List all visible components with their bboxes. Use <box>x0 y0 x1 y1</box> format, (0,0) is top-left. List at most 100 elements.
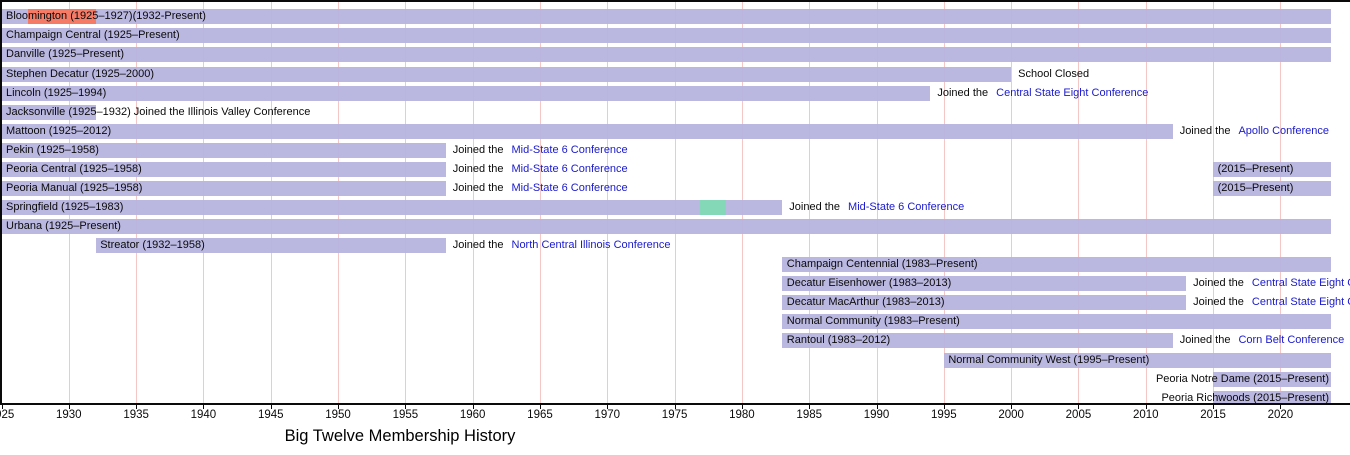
bar-label: Pekin (1925–1958) <box>6 143 99 156</box>
after-note: Joined the Central State Eight Conference <box>1193 276 1350 291</box>
axis-tick-label: 1965 <box>527 409 553 421</box>
bar-label: Springfield (1925–1983) <box>6 201 124 213</box>
timeline-row-mattoon: Mattoon (1925–2012) Joined the Apollo Conf… <box>0 123 1350 139</box>
axis-tick <box>876 404 878 409</box>
after-note-text: Joined the <box>1193 277 1244 290</box>
axis-tick <box>338 404 340 409</box>
conference-link[interactable]: Mid-State 6 Conference <box>511 162 628 175</box>
axis-tick <box>472 404 474 409</box>
conference-link[interactable]: Central State Eight Conference <box>1251 277 1350 290</box>
grid-line <box>1145 2 1147 403</box>
conference-link[interactable]: Apollo Conference <box>1238 124 1329 137</box>
bar-label: Bloomington (1925–1927)(1932-Present) <box>6 10 206 23</box>
bar-label: Rantoul (1983–2012) <box>786 334 891 347</box>
timeline-bar-segment <box>782 276 1187 292</box>
bar-label: (2015–Present) <box>1217 162 1294 175</box>
after-note: Joined the Mid-State 6 Conference <box>453 181 628 196</box>
timeline-row-springfield: Springfield (1925–1983) Joined the Mid-Sta… <box>0 200 1350 215</box>
axis-tick <box>1 404 3 409</box>
after-note: Joined the Central State Eight Conference <box>1193 295 1350 310</box>
bar-label: Normal Community (1983–Present) <box>786 315 960 328</box>
timeline-row-champaign-central: Champaign Central (1925–Present) <box>0 28 1350 44</box>
timeline-row-jacksonville: Jacksonville (1925–1932) Joined the Illi… <box>0 104 1350 120</box>
axis-tick-label: 1990 <box>863 409 890 421</box>
timeline-bar-segment <box>1 123 1173 139</box>
axis-tick <box>741 404 743 409</box>
after-note-text: Joined the <box>1179 334 1231 347</box>
after-note-text: School Closed <box>1018 67 1090 80</box>
after-note: Joined the Mid-State 6 Conference <box>789 200 964 215</box>
timeline-row-lincoln: Lincoln (1925–1994) Joined the Central Sta… <box>0 85 1350 101</box>
conference-link[interactable]: Central State Eight Conference <box>1251 296 1350 309</box>
timeline-bar-segment <box>1213 390 1331 403</box>
bar-label: Decatur Eisenhower (1983–2013) <box>786 277 952 290</box>
bar-label: Decatur MacArthur (1983–2013) <box>786 296 945 309</box>
timeline-bar-segment <box>1 66 1012 82</box>
timeline-bar-segment <box>28 9 96 25</box>
bar-label: Danville (1925–Present) <box>6 48 125 61</box>
after-note: Joined the Central State Eight Conference <box>937 86 1148 101</box>
after-note: School Closed <box>1018 67 1089 82</box>
timeline-row-peoria-richwoods: Peoria Richwoods (2015–Present) <box>0 390 1350 403</box>
grid-line <box>943 2 945 403</box>
after-note: Joined the Mid-State 6 Conference <box>453 143 628 158</box>
bar-label: Streator (1932–1958) <box>100 239 205 252</box>
timeline-bar-segment <box>725 200 783 215</box>
axis-tick-label: 1955 <box>392 409 419 421</box>
bar-label: Normal Community West (1995–Present) <box>948 353 1150 366</box>
timeline-bar-segment <box>1213 161 1331 177</box>
axis-tick <box>809 404 811 409</box>
axis-tick <box>1145 404 1147 409</box>
grid-line <box>1213 2 1215 403</box>
axis-tick <box>203 404 205 409</box>
axis-tick-label: 1980 <box>729 409 755 421</box>
after-note: Joined the Apollo Conference <box>1180 124 1329 139</box>
axis-tick-label: 1935 <box>123 409 149 421</box>
axis-tick <box>674 404 676 409</box>
after-note-text: Joined the <box>452 143 504 156</box>
axis-tick-label: 2000 <box>998 409 1024 421</box>
timeline-row-peoria-notre-dame: Peoria Notre Dame (2015–Present) <box>0 371 1350 387</box>
timeline-bar-segment <box>1 85 931 101</box>
bar-label: Champaign Central (1925–Present) <box>6 29 180 42</box>
timeline-bar-segment <box>1 219 1331 235</box>
timeline-row-stephen-decatur: Stephen Decatur (1925–2000) School Closed <box>0 66 1350 82</box>
timeline-bar-segment <box>95 9 1331 25</box>
after-note-text: Joined the <box>937 86 989 99</box>
conference-link[interactable]: Mid-State 6 Conference <box>511 143 628 156</box>
after-note-text: Joined the <box>452 181 504 194</box>
timeline-row-decatur-eisenhower: Decatur Eisenhower (1983–2013) Joined the… <box>0 276 1350 292</box>
bar-label: (2015–Present) <box>1217 181 1294 194</box>
timeline-rows-layer: Bloomington (1925–1927)(1932-Present) Cha… <box>0 9 1350 403</box>
axis-tick-label: 2020 <box>1267 409 1294 421</box>
conference-link[interactable]: Mid-State 6 Conference <box>848 201 965 213</box>
bar-label: Peoria Manual (1925–1958) <box>6 181 143 194</box>
timeline-bar-segment <box>1 142 446 158</box>
timeline-row-decatur-macarthur: Decatur MacArthur (1983–2013) Joined the C… <box>0 295 1350 311</box>
axis-tick <box>1011 404 1013 409</box>
conference-link[interactable]: Mid-State 6 Conference <box>511 181 628 194</box>
timeline-bar-segment <box>95 238 446 254</box>
timeline-bar-segment <box>782 295 1187 311</box>
bar-label: Champaign Centennial (1983–Present) <box>786 258 978 271</box>
axis-tick-label: 1985 <box>796 409 823 421</box>
conference-link[interactable]: Central State Eight Conference <box>996 86 1149 99</box>
bar-label: Peoria Notre Dame (2015–Present) <box>1155 372 1329 385</box>
conference-link[interactable]: Corn Belt Conference <box>1238 334 1345 347</box>
axis-tick-label: 2015 <box>1200 409 1226 421</box>
timeline-bar-segment <box>782 314 1331 330</box>
timeline-row-peoria-central: Peoria Central (1925–1958) (2015–Present)… <box>0 161 1350 177</box>
axis-tick-label: 2005 <box>1065 409 1092 421</box>
axis-tick <box>405 404 407 409</box>
axis-tick-label: 1940 <box>190 409 217 421</box>
axis-tick-label: 1975 <box>661 409 688 421</box>
bar-label: Urbana (1925–Present) <box>6 220 121 233</box>
timeline-row-urbana: Urbana (1925–Present) <box>0 219 1350 235</box>
axis-tick-label: 1925 <box>0 409 15 421</box>
timeline-row-danville: Danville (1925–Present) <box>0 47 1350 63</box>
axis-tick-label: 1995 <box>931 409 957 421</box>
conference-link[interactable]: North Central Illinois Conference <box>511 239 671 252</box>
timeline-row-rantoul: Rantoul (1983–2012) Joined the Corn Belt C… <box>0 333 1350 349</box>
bar-label: Mattoon (1925–2012) <box>6 124 112 137</box>
